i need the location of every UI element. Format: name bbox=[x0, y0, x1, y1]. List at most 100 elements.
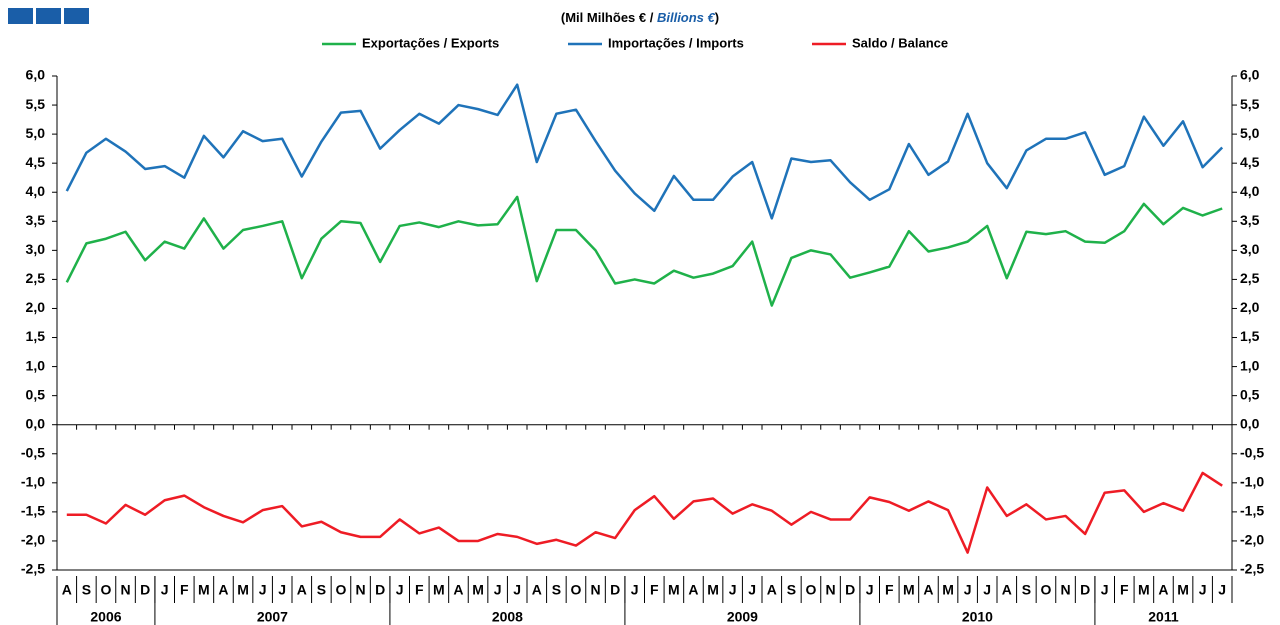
y2-tick-label: 2,5 bbox=[1240, 270, 1260, 286]
y-tick-label: 1,0 bbox=[26, 357, 46, 373]
legend-label: Exportações / Exports bbox=[362, 35, 499, 50]
x-tick-label: N bbox=[120, 582, 130, 598]
year-label: 2010 bbox=[962, 609, 993, 625]
y2-tick-label: 6,0 bbox=[1240, 67, 1260, 83]
series-line bbox=[66, 471, 1223, 554]
y-tick-label: 5,5 bbox=[26, 96, 46, 112]
x-tick-label: S bbox=[552, 582, 561, 598]
x-tick-label: D bbox=[140, 582, 150, 598]
y-tick-label: 2,5 bbox=[26, 270, 46, 286]
y2-tick-label: -1,5 bbox=[1240, 503, 1264, 519]
x-tick-label: A bbox=[923, 582, 933, 598]
y-tick-label: 0,5 bbox=[26, 386, 46, 402]
x-tick-label: M bbox=[472, 582, 484, 598]
chart-title: (Mil Milhões € / Billions €) bbox=[561, 10, 719, 25]
y2-tick-label: -0,5 bbox=[1240, 444, 1264, 460]
x-tick-label: A bbox=[1158, 582, 1168, 598]
y2-tick-label: 4,0 bbox=[1240, 183, 1260, 199]
x-tick-label: A bbox=[688, 582, 698, 598]
x-tick-label: M bbox=[707, 582, 719, 598]
title-pt: (Mil Milhões € / bbox=[561, 10, 657, 25]
x-tick-label: O bbox=[1041, 582, 1052, 598]
y2-tick-label: 3,0 bbox=[1240, 241, 1260, 257]
x-tick-label: M bbox=[942, 582, 954, 598]
y2-tick-label: 5,0 bbox=[1240, 125, 1260, 141]
x-tick-label: O bbox=[806, 582, 817, 598]
logo-block bbox=[8, 8, 33, 24]
y-tick-label: 3,0 bbox=[26, 241, 46, 257]
y-tick-label: 6,0 bbox=[26, 67, 46, 83]
x-tick-label: F bbox=[885, 582, 894, 598]
x-tick-label: S bbox=[82, 582, 91, 598]
x-tick-label: J bbox=[866, 582, 874, 598]
x-tick-label: D bbox=[1080, 582, 1090, 598]
x-tick-label: F bbox=[415, 582, 424, 598]
x-tick-label: J bbox=[964, 582, 972, 598]
x-tick-label: F bbox=[650, 582, 659, 598]
y-tick-label: 5,0 bbox=[26, 125, 46, 141]
x-tick-label: M bbox=[237, 582, 249, 598]
x-tick-label: M bbox=[1177, 582, 1189, 598]
y-tick-label: 3,5 bbox=[26, 212, 46, 228]
x-tick-label: M bbox=[1138, 582, 1150, 598]
x-tick-label: D bbox=[375, 582, 385, 598]
y2-tick-label: 0,0 bbox=[1240, 415, 1260, 431]
year-label: 2006 bbox=[90, 609, 121, 625]
x-tick-label: J bbox=[748, 582, 756, 598]
legend-label: Importações / Imports bbox=[608, 35, 744, 50]
series-line bbox=[65, 83, 1224, 220]
x-tick-label: A bbox=[1002, 582, 1012, 598]
x-tick-label: M bbox=[903, 582, 915, 598]
x-tick-label: A bbox=[532, 582, 542, 598]
y2-tick-label: 3,5 bbox=[1240, 212, 1260, 228]
x-tick-label: N bbox=[590, 582, 600, 598]
title-en: Billions € bbox=[657, 10, 716, 25]
x-tick-label: N bbox=[1060, 582, 1070, 598]
x-tick-label: M bbox=[433, 582, 445, 598]
x-tick-label: J bbox=[161, 582, 169, 598]
y2-tick-label: 1,5 bbox=[1240, 328, 1260, 344]
y-tick-label: 4,0 bbox=[26, 183, 46, 199]
title-close: ) bbox=[715, 10, 719, 25]
y-tick-label: -2,0 bbox=[21, 532, 45, 548]
y-tick-label: 0,0 bbox=[26, 415, 46, 431]
x-tick-label: J bbox=[1218, 582, 1226, 598]
x-tick-label: J bbox=[1101, 582, 1109, 598]
x-tick-label: J bbox=[983, 582, 991, 598]
x-tick-label: S bbox=[317, 582, 326, 598]
x-tick-label: A bbox=[453, 582, 463, 598]
x-tick-label: F bbox=[1120, 582, 1129, 598]
legend-label: Saldo / Balance bbox=[852, 35, 948, 50]
x-tick-label: S bbox=[1022, 582, 1031, 598]
y-tick-label: -1,0 bbox=[21, 474, 45, 490]
x-tick-label: J bbox=[729, 582, 737, 598]
x-tick-label: M bbox=[668, 582, 680, 598]
year-label: 2011 bbox=[1148, 609, 1179, 625]
y-tick-label: 4,5 bbox=[26, 154, 46, 170]
x-tick-label: A bbox=[62, 582, 72, 598]
series-line bbox=[65, 195, 1223, 307]
y-tick-label: -2,5 bbox=[21, 561, 45, 577]
y2-tick-label: 1,0 bbox=[1240, 357, 1260, 373]
y-tick-label: -0,5 bbox=[21, 444, 45, 460]
x-tick-label: J bbox=[631, 582, 639, 598]
x-tick-label: A bbox=[297, 582, 307, 598]
y-tick-label: -1,5 bbox=[21, 503, 45, 519]
y2-tick-label: 5,5 bbox=[1240, 96, 1260, 112]
logo-block bbox=[64, 8, 89, 24]
x-tick-label: J bbox=[494, 582, 502, 598]
y2-tick-label: -1,0 bbox=[1240, 474, 1264, 490]
x-tick-label: D bbox=[610, 582, 620, 598]
year-label: 2009 bbox=[727, 609, 758, 625]
x-tick-label: O bbox=[571, 582, 582, 598]
y2-tick-label: 0,5 bbox=[1240, 386, 1260, 402]
x-tick-label: J bbox=[259, 582, 267, 598]
x-tick-label: A bbox=[218, 582, 228, 598]
x-tick-label: D bbox=[845, 582, 855, 598]
x-tick-label: F bbox=[180, 582, 189, 598]
y2-tick-label: 4,5 bbox=[1240, 154, 1260, 170]
logo-block bbox=[36, 8, 61, 24]
x-tick-label: O bbox=[336, 582, 347, 598]
